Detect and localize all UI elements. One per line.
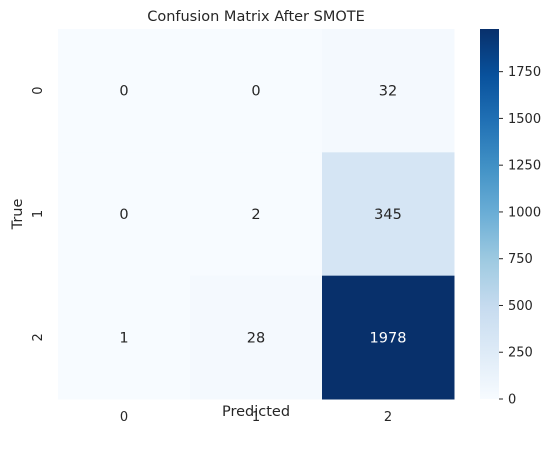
cell-value-label: 1978 xyxy=(370,330,407,346)
heatmap-cell xyxy=(58,275,191,400)
colorbar-ticks: 0 250 500 750 1000 1250 1500 1750 xyxy=(499,65,541,408)
heatmap-cell xyxy=(322,275,455,400)
x-tick-label: 0 xyxy=(120,410,128,425)
cell-value-label: 1 xyxy=(119,330,128,346)
cell-value-label: 0 xyxy=(119,207,128,223)
y-axis-ticks: 0 1 2 xyxy=(31,87,46,342)
colorbar-tick-label: 0 xyxy=(508,393,516,408)
colorbar-tick-label: 250 xyxy=(508,346,533,361)
colorbar-tick-label: 1750 xyxy=(508,65,541,80)
heatmap-cell xyxy=(322,152,455,277)
heatmap-cell xyxy=(58,152,191,277)
cell-value-labels: 0 0 32 0 2 345 1 28 1978 xyxy=(119,84,406,347)
x-axis-ticks: 0 1 2 xyxy=(120,410,392,425)
x-tick-label: 1 xyxy=(252,410,260,425)
heatmap-cell xyxy=(190,275,323,400)
cell-value-label: 0 xyxy=(119,84,128,100)
y-tick-label: 1 xyxy=(31,210,46,218)
colorbar xyxy=(480,29,499,399)
heatmap-cell xyxy=(58,29,191,153)
heatmap-cells xyxy=(58,29,455,400)
heatmap-cell xyxy=(322,29,455,153)
y-tick-label: 2 xyxy=(31,333,46,341)
colorbar-tick-label: 1000 xyxy=(508,205,541,220)
cell-value-label: 32 xyxy=(379,84,397,100)
x-axis-label: Predicted xyxy=(222,404,290,420)
chart-title: Confusion Matrix After SMOTE xyxy=(147,9,365,25)
y-tick-label: 0 xyxy=(31,87,46,95)
cell-value-label: 345 xyxy=(374,207,402,223)
cell-value-label: 28 xyxy=(247,330,265,346)
colorbar-tick-label: 1250 xyxy=(508,159,541,174)
colorbar-tick-label: 750 xyxy=(508,252,533,267)
cell-value-label: 0 xyxy=(251,84,260,100)
heatmap-cell xyxy=(190,152,323,277)
y-axis-label: True xyxy=(10,199,26,231)
cell-value-label: 2 xyxy=(251,207,260,223)
colorbar-tick-label: 1500 xyxy=(508,112,541,127)
heatmap-cell xyxy=(190,29,323,153)
colorbar-tick-label: 500 xyxy=(508,299,533,314)
x-tick-label: 2 xyxy=(384,410,392,425)
